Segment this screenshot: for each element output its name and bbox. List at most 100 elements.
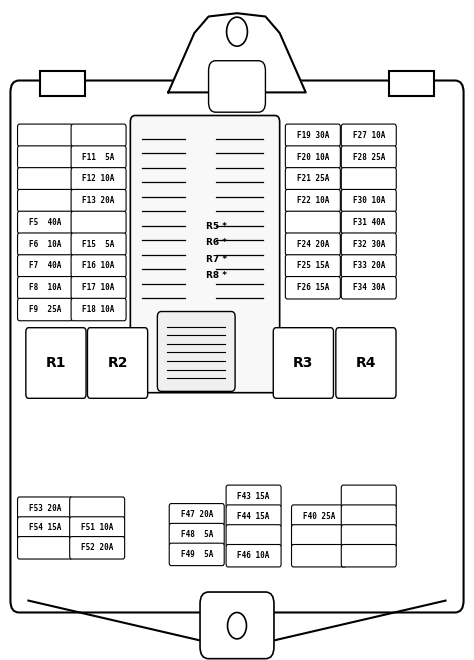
FancyBboxPatch shape [341, 189, 396, 212]
FancyBboxPatch shape [70, 497, 125, 519]
Text: F52 20A: F52 20A [81, 543, 113, 552]
FancyBboxPatch shape [285, 211, 340, 234]
FancyBboxPatch shape [285, 255, 340, 277]
FancyBboxPatch shape [292, 525, 346, 547]
FancyBboxPatch shape [336, 327, 396, 398]
Text: F24 20A: F24 20A [297, 240, 329, 249]
Text: F19 30A: F19 30A [297, 131, 329, 140]
FancyBboxPatch shape [40, 71, 85, 96]
Text: R6 *: R6 * [206, 238, 227, 248]
Text: F40 25A: F40 25A [303, 512, 335, 521]
FancyBboxPatch shape [341, 505, 396, 527]
Text: R7 *: R7 * [206, 255, 228, 264]
FancyBboxPatch shape [71, 255, 126, 277]
Text: F16 10A: F16 10A [82, 261, 115, 271]
Text: R2: R2 [107, 356, 128, 370]
FancyBboxPatch shape [292, 544, 346, 567]
FancyBboxPatch shape [18, 277, 73, 299]
Text: F46 10A: F46 10A [237, 551, 270, 560]
Text: F27 10A: F27 10A [353, 131, 385, 140]
Text: F5  40A: F5 40A [29, 218, 61, 227]
FancyBboxPatch shape [130, 115, 280, 393]
Text: R8 *: R8 * [206, 271, 227, 280]
Text: F51 10A: F51 10A [81, 523, 113, 533]
FancyBboxPatch shape [169, 523, 224, 546]
FancyBboxPatch shape [18, 537, 73, 559]
FancyBboxPatch shape [389, 71, 434, 96]
FancyBboxPatch shape [285, 124, 340, 147]
Text: F30 10A: F30 10A [353, 196, 385, 205]
FancyBboxPatch shape [18, 168, 73, 190]
FancyBboxPatch shape [226, 544, 281, 567]
FancyBboxPatch shape [273, 327, 333, 398]
FancyBboxPatch shape [285, 168, 340, 190]
FancyBboxPatch shape [341, 124, 396, 147]
FancyBboxPatch shape [226, 485, 281, 508]
FancyBboxPatch shape [341, 233, 396, 255]
Text: R4: R4 [356, 356, 376, 370]
FancyBboxPatch shape [26, 327, 86, 398]
Text: R3: R3 [293, 356, 313, 370]
Text: F53 20A: F53 20A [29, 504, 61, 513]
Text: F7  40A: F7 40A [29, 261, 61, 271]
FancyBboxPatch shape [18, 517, 73, 539]
Text: R1: R1 [46, 356, 66, 370]
Text: F49  5A: F49 5A [181, 550, 213, 559]
FancyBboxPatch shape [71, 298, 126, 321]
FancyBboxPatch shape [18, 497, 73, 519]
FancyBboxPatch shape [18, 124, 73, 147]
Text: F25 15A: F25 15A [297, 261, 329, 271]
FancyBboxPatch shape [10, 81, 464, 612]
FancyBboxPatch shape [341, 146, 396, 168]
FancyBboxPatch shape [341, 525, 396, 547]
Text: F28 25A: F28 25A [353, 152, 385, 162]
FancyBboxPatch shape [18, 298, 73, 321]
FancyBboxPatch shape [71, 146, 126, 168]
FancyBboxPatch shape [71, 189, 126, 212]
FancyBboxPatch shape [285, 189, 340, 212]
Text: F43 15A: F43 15A [237, 492, 270, 501]
Text: F26 15A: F26 15A [297, 283, 329, 292]
FancyBboxPatch shape [70, 537, 125, 559]
Text: F32 30A: F32 30A [353, 240, 385, 249]
FancyBboxPatch shape [341, 485, 396, 508]
FancyBboxPatch shape [71, 124, 126, 147]
Text: F22 10A: F22 10A [297, 196, 329, 205]
Text: F47 20A: F47 20A [181, 510, 213, 519]
Text: F31 40A: F31 40A [353, 218, 385, 227]
FancyBboxPatch shape [209, 61, 265, 112]
Polygon shape [168, 13, 306, 92]
FancyBboxPatch shape [18, 189, 73, 212]
FancyBboxPatch shape [285, 233, 340, 255]
FancyBboxPatch shape [341, 255, 396, 277]
Text: F13 20A: F13 20A [82, 196, 115, 205]
Text: F15  5A: F15 5A [82, 240, 115, 249]
FancyBboxPatch shape [18, 146, 73, 168]
FancyBboxPatch shape [71, 211, 126, 234]
FancyBboxPatch shape [226, 505, 281, 527]
FancyBboxPatch shape [18, 255, 73, 277]
Text: F20 10A: F20 10A [297, 152, 329, 162]
Text: F48  5A: F48 5A [181, 530, 213, 539]
FancyBboxPatch shape [157, 312, 235, 391]
FancyBboxPatch shape [341, 168, 396, 190]
Text: F44 15A: F44 15A [237, 512, 270, 521]
FancyBboxPatch shape [87, 327, 148, 398]
FancyBboxPatch shape [341, 277, 396, 299]
FancyBboxPatch shape [18, 233, 73, 255]
Text: F9  25A: F9 25A [29, 305, 61, 314]
FancyBboxPatch shape [341, 544, 396, 567]
Text: F8  10A: F8 10A [29, 283, 61, 292]
Text: F17 10A: F17 10A [82, 283, 115, 292]
FancyBboxPatch shape [285, 277, 340, 299]
FancyBboxPatch shape [71, 168, 126, 190]
Text: F21 25A: F21 25A [297, 174, 329, 183]
Text: F12 10A: F12 10A [82, 174, 115, 183]
FancyBboxPatch shape [169, 543, 224, 566]
Text: F11  5A: F11 5A [82, 152, 115, 162]
FancyBboxPatch shape [71, 233, 126, 255]
FancyBboxPatch shape [226, 525, 281, 547]
Text: F18 10A: F18 10A [82, 305, 115, 314]
FancyBboxPatch shape [169, 504, 224, 526]
FancyBboxPatch shape [71, 277, 126, 299]
